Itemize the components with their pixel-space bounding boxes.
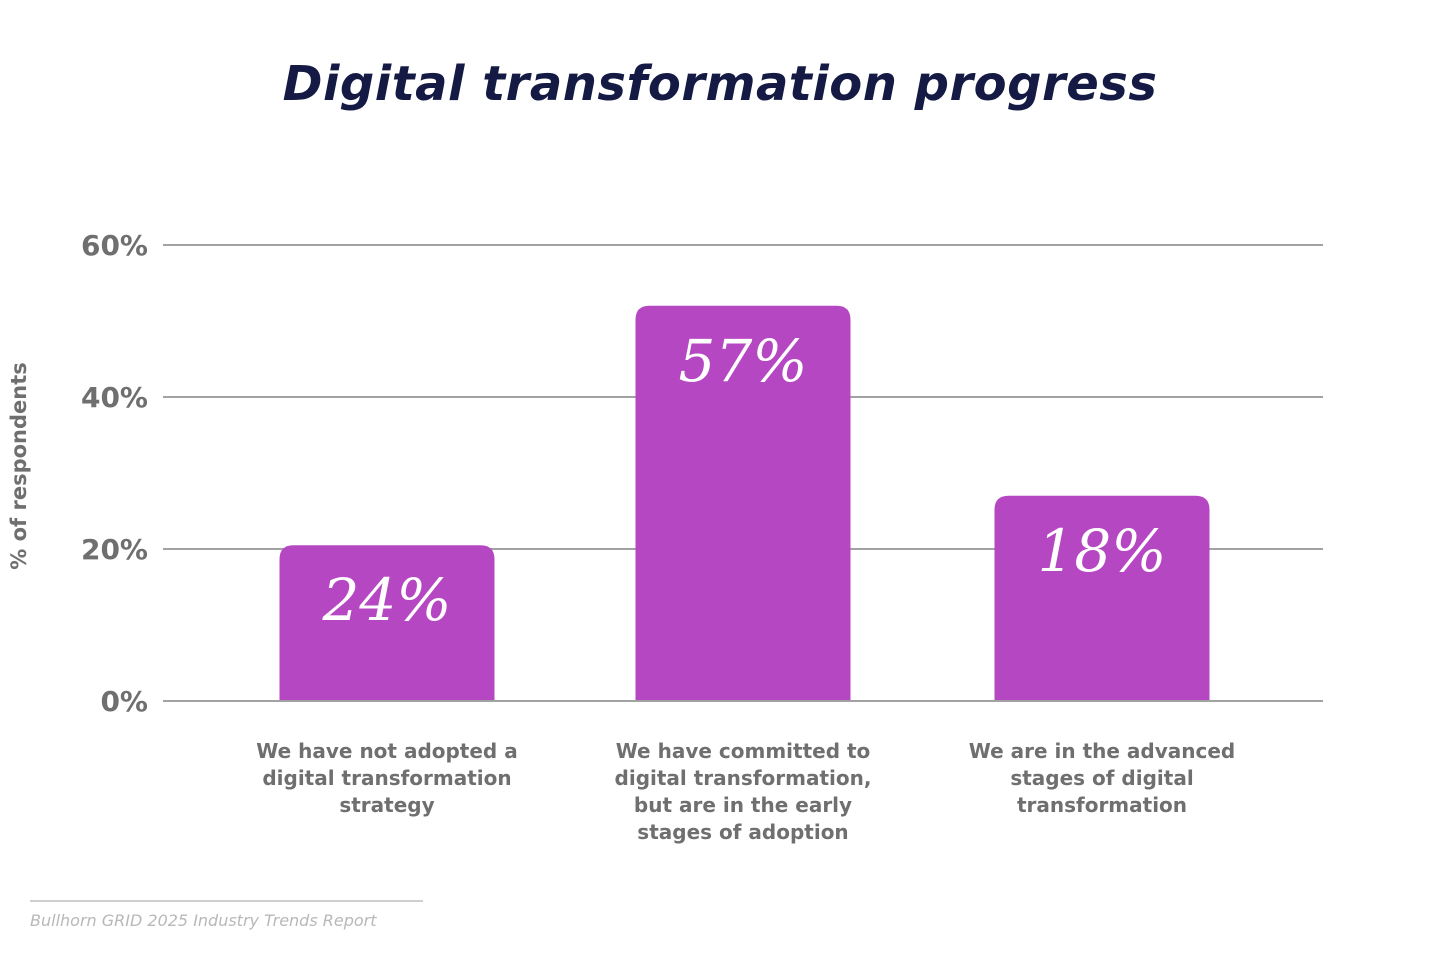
bar-value-label: 57% [679,327,808,395]
category-label-line: We have not adopted a [256,739,518,763]
bar [279,545,495,701]
category-label: We have committed to digital transformati… [593,738,893,846]
category-label-line: We are in the advanced [968,739,1236,763]
bar-value-label: 24% [322,566,452,634]
y-tick-label: 20% [81,533,148,566]
bar-value-label: 18% [1038,517,1167,585]
y-tick-label: 40% [81,381,148,414]
category-label-line: digital transformation, [614,766,872,790]
category-label: We have not adopted a digital transformat… [237,738,537,819]
y-tick-label: 60% [81,229,148,262]
bar-chart: 0% 20% 40% 60% 24% 57% 18% [81,229,1323,718]
source-note: Bullhorn GRID 2025 Industry Trends Repor… [30,911,377,930]
bar [994,495,1210,701]
category-label-line: digital transformation [262,766,512,790]
category-label: We are in the advanced stages of digital t… [952,738,1252,819]
category-label-line: strategy [339,793,435,817]
y-tick-label: 0% [100,685,148,718]
category-label-line: but are in the early [633,793,853,817]
category-label-line: We have committed to [615,739,871,763]
category-label-line: stages of digital [1010,766,1194,790]
category-label-line: stages of adoption [637,820,849,844]
bar [635,305,851,701]
category-label-line: transformation [1016,793,1188,817]
chart-title: Digital transformation progress [282,56,1158,112]
source-divider [30,900,423,902]
